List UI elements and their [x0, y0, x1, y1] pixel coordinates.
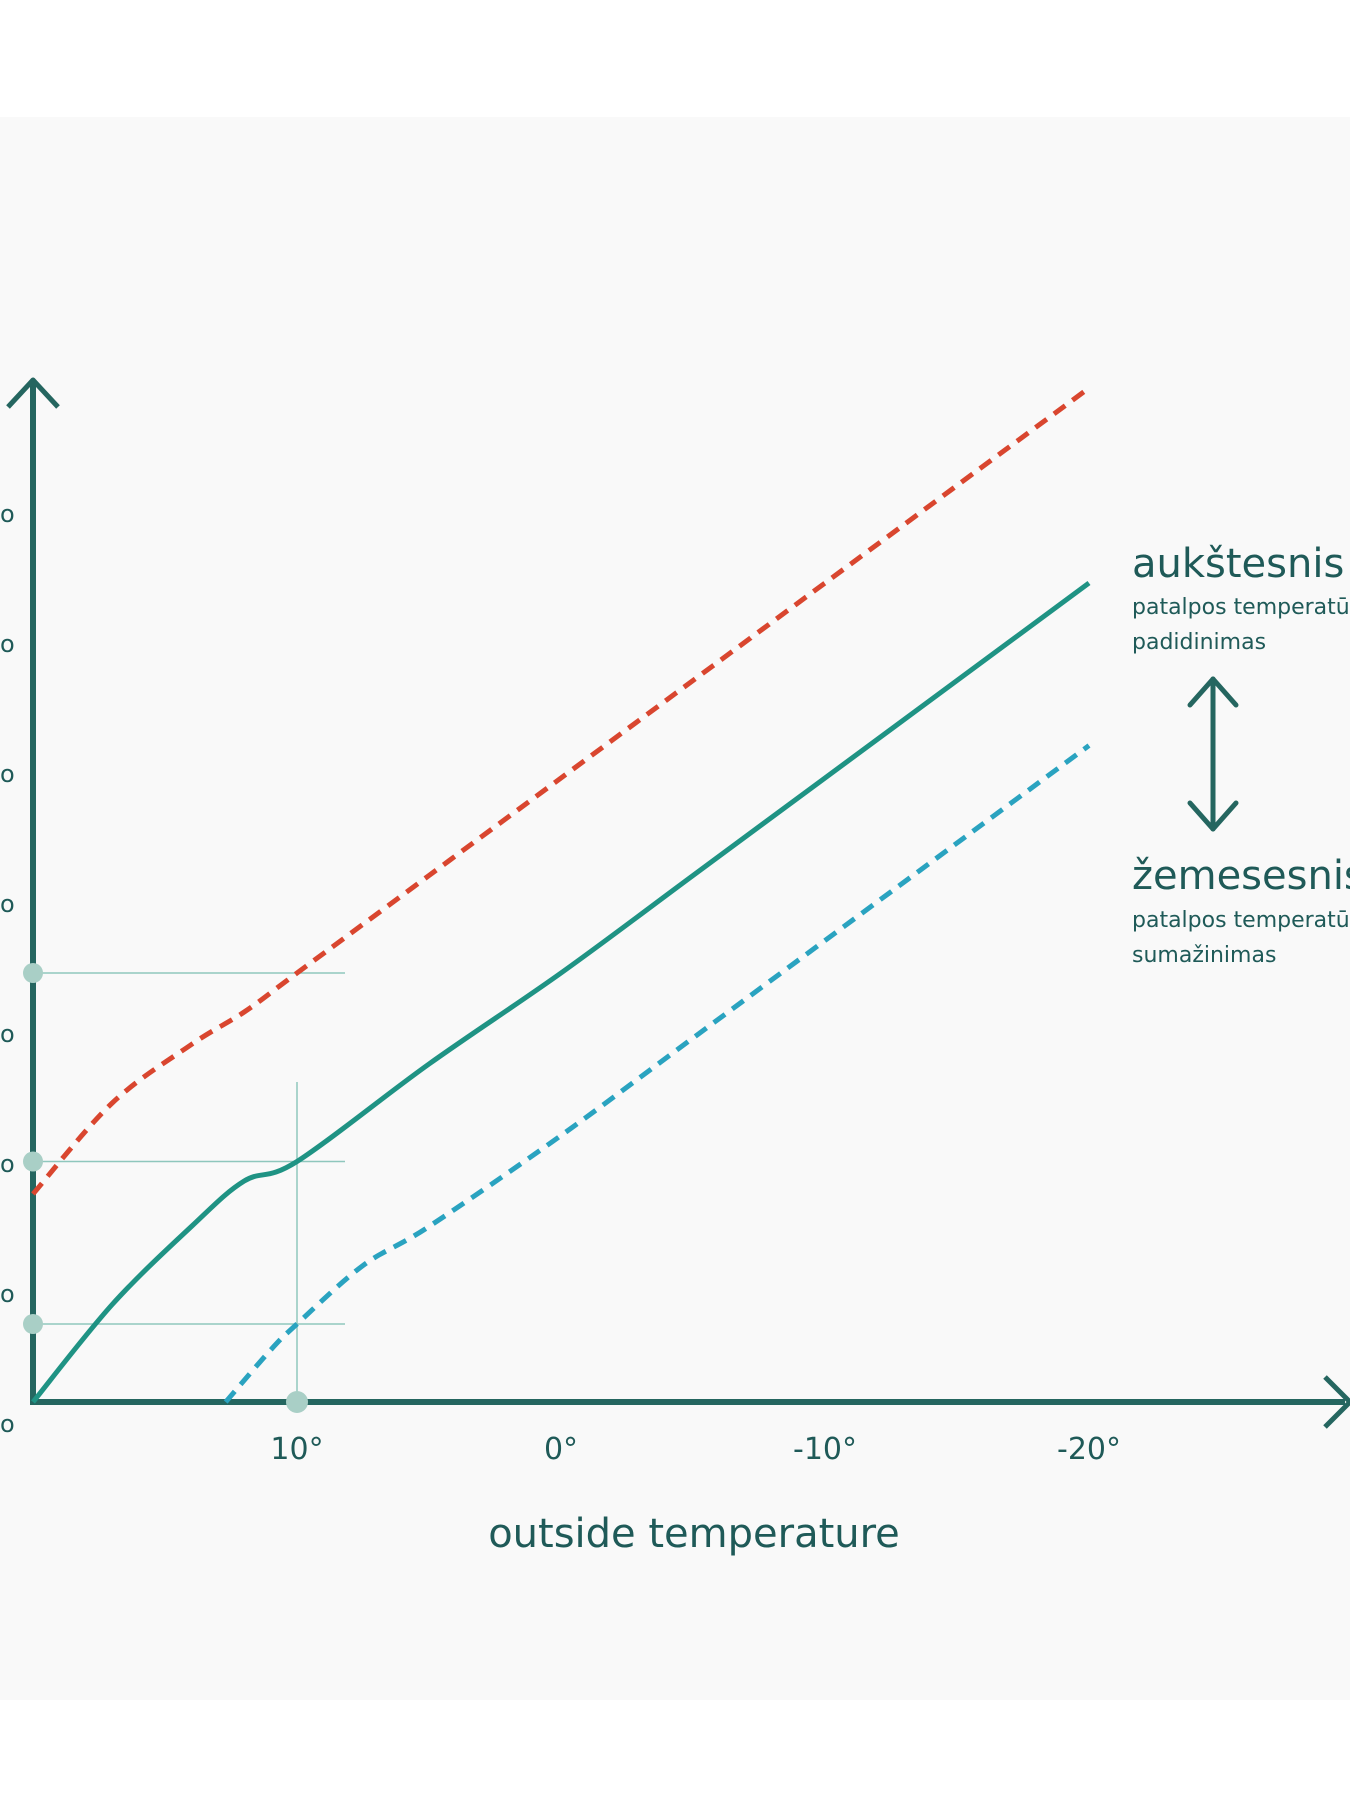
x-axis-arrowhead — [1323, 1375, 1350, 1429]
upper-annotation-sub1: patalpos temperatū — [1132, 595, 1350, 620]
upper-annotation-sub2: padidinimas — [1132, 630, 1266, 655]
y-tick-label: o — [0, 1280, 15, 1308]
y-tick-label: o — [0, 1150, 15, 1178]
y-axis-marker — [23, 963, 43, 983]
y-tick-label: o — [0, 1020, 15, 1048]
heating-curve-chart: o o o o o o o o 10° 0° -10° -20° outside temperatu… — [0, 377, 1350, 1557]
chart-panel: o o o o o o o o 10° 0° -10° -20° outside temperatu… — [0, 117, 1350, 1700]
y-tick-label: o — [0, 630, 15, 658]
y-axis-marker — [23, 1314, 43, 1334]
upper-curve-line — [31, 385, 1091, 1196]
x-tick-label: 0° — [544, 1432, 578, 1467]
y-tick-label: o — [0, 500, 15, 528]
lower-annotation-sub1: patalpos temperatū — [1132, 908, 1350, 933]
x-tick-label: -20° — [1057, 1432, 1121, 1467]
y-tick-label: o — [0, 1410, 15, 1438]
y-tick-label: o — [0, 760, 15, 788]
lower-annotation-title: žemesesnis — [1132, 853, 1350, 899]
x-tick-label: -10° — [793, 1432, 857, 1467]
x-axis-marker — [286, 1391, 308, 1413]
x-tick-label: 10° — [270, 1432, 323, 1467]
y-axis-arrowhead — [6, 377, 60, 409]
y-tick-label: o — [0, 890, 15, 918]
lower-curve-line — [223, 743, 1091, 1404]
main-curve-line — [31, 580, 1091, 1404]
upper-annotation-title: aukštesnis l — [1132, 541, 1350, 587]
y-axis-marker — [23, 1151, 43, 1172]
x-axis-label: outside temperature — [488, 1511, 900, 1557]
lower-annotation-sub2: sumažinimas — [1132, 943, 1276, 968]
double-arrow-vertical-icon — [1187, 676, 1239, 832]
